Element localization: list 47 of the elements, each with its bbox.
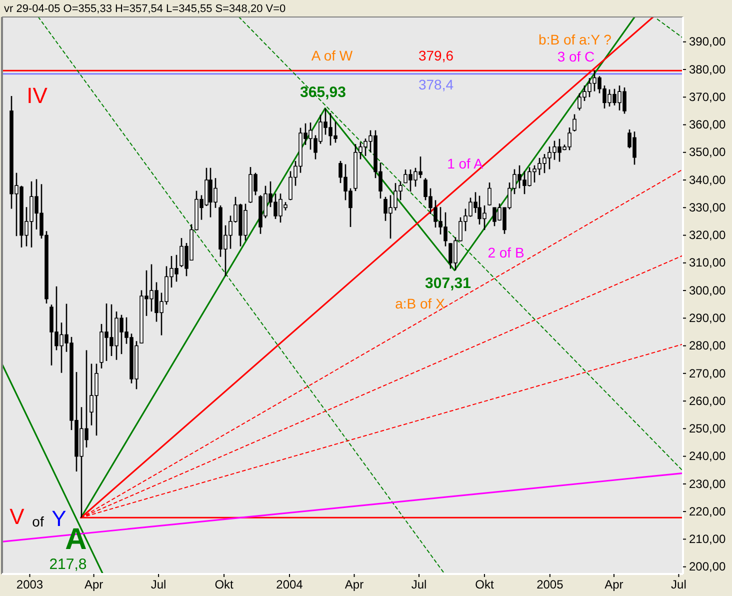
x-tick-label: 2004	[276, 578, 304, 592]
y-tick-label: 240,00	[689, 449, 726, 464]
annotation: 378,4	[418, 76, 454, 93]
y-tick-label: 320,00	[689, 228, 726, 242]
y-tick-label: 220,00	[689, 504, 726, 518]
x-tick-label: Jul	[411, 578, 427, 592]
y-tick-label: 380,00	[689, 62, 726, 76]
y-tick-label: 330,00	[689, 200, 726, 214]
chart-title: vr 29-04-05 O=355,33 H=357,54 L=345,55 S=348,20 V=0	[4, 3, 286, 15]
y-tick-label: 270,00	[689, 366, 726, 380]
annotation: b:B of a:Y ?	[538, 32, 612, 48]
annotation: V	[10, 504, 25, 529]
annotation: 2 of B	[488, 244, 524, 261]
x-tick-label: 2005	[536, 578, 564, 592]
x-tick-label: Apr	[344, 578, 364, 592]
y-tick-label: 230,00	[689, 476, 726, 491]
annotation: 365,93	[300, 84, 346, 101]
y-tick-label: 210,00	[689, 532, 726, 546]
annotation: 307,31	[425, 274, 471, 292]
x-tick-label: Apr	[84, 578, 104, 592]
y-tick-label: 340,00	[689, 172, 726, 187]
y-tick-label: 370,00	[689, 90, 726, 104]
annotation: a:B of X	[395, 296, 446, 312]
annotation: A of W	[311, 48, 354, 64]
y-tick-label: 390,00	[689, 34, 726, 49]
annotation: 1 of A	[447, 156, 484, 172]
y-tick-label: 250,00	[689, 422, 726, 436]
x-tick-label: Jul	[150, 578, 166, 592]
annotation: 3 of C	[557, 48, 595, 65]
x-tick-label: 2003	[16, 578, 44, 592]
annotation: IV	[26, 82, 48, 108]
annotation: of	[32, 514, 44, 530]
y-tick-label: 280,00	[689, 338, 726, 353]
y-tick-label: 290,00	[689, 310, 726, 325]
x-tick-label: Okt	[475, 578, 494, 592]
annotation: Y	[52, 506, 67, 531]
y-tick-label: 300,00	[689, 283, 726, 298]
annotation: 217,8	[49, 556, 87, 573]
x-tick-label: Jul	[671, 578, 686, 592]
y-tick-label: 360,00	[689, 118, 726, 132]
y-tick-label: 310,00	[689, 256, 726, 270]
x-tick-label: Okt	[214, 578, 234, 592]
y-tick-label: 260,00	[689, 394, 726, 408]
y-tick-label: 350,00	[689, 145, 726, 160]
y-tick-label: 200,00	[689, 560, 726, 574]
annotation: 379,6	[418, 48, 454, 64]
x-tick-label: Apr	[604, 578, 624, 592]
